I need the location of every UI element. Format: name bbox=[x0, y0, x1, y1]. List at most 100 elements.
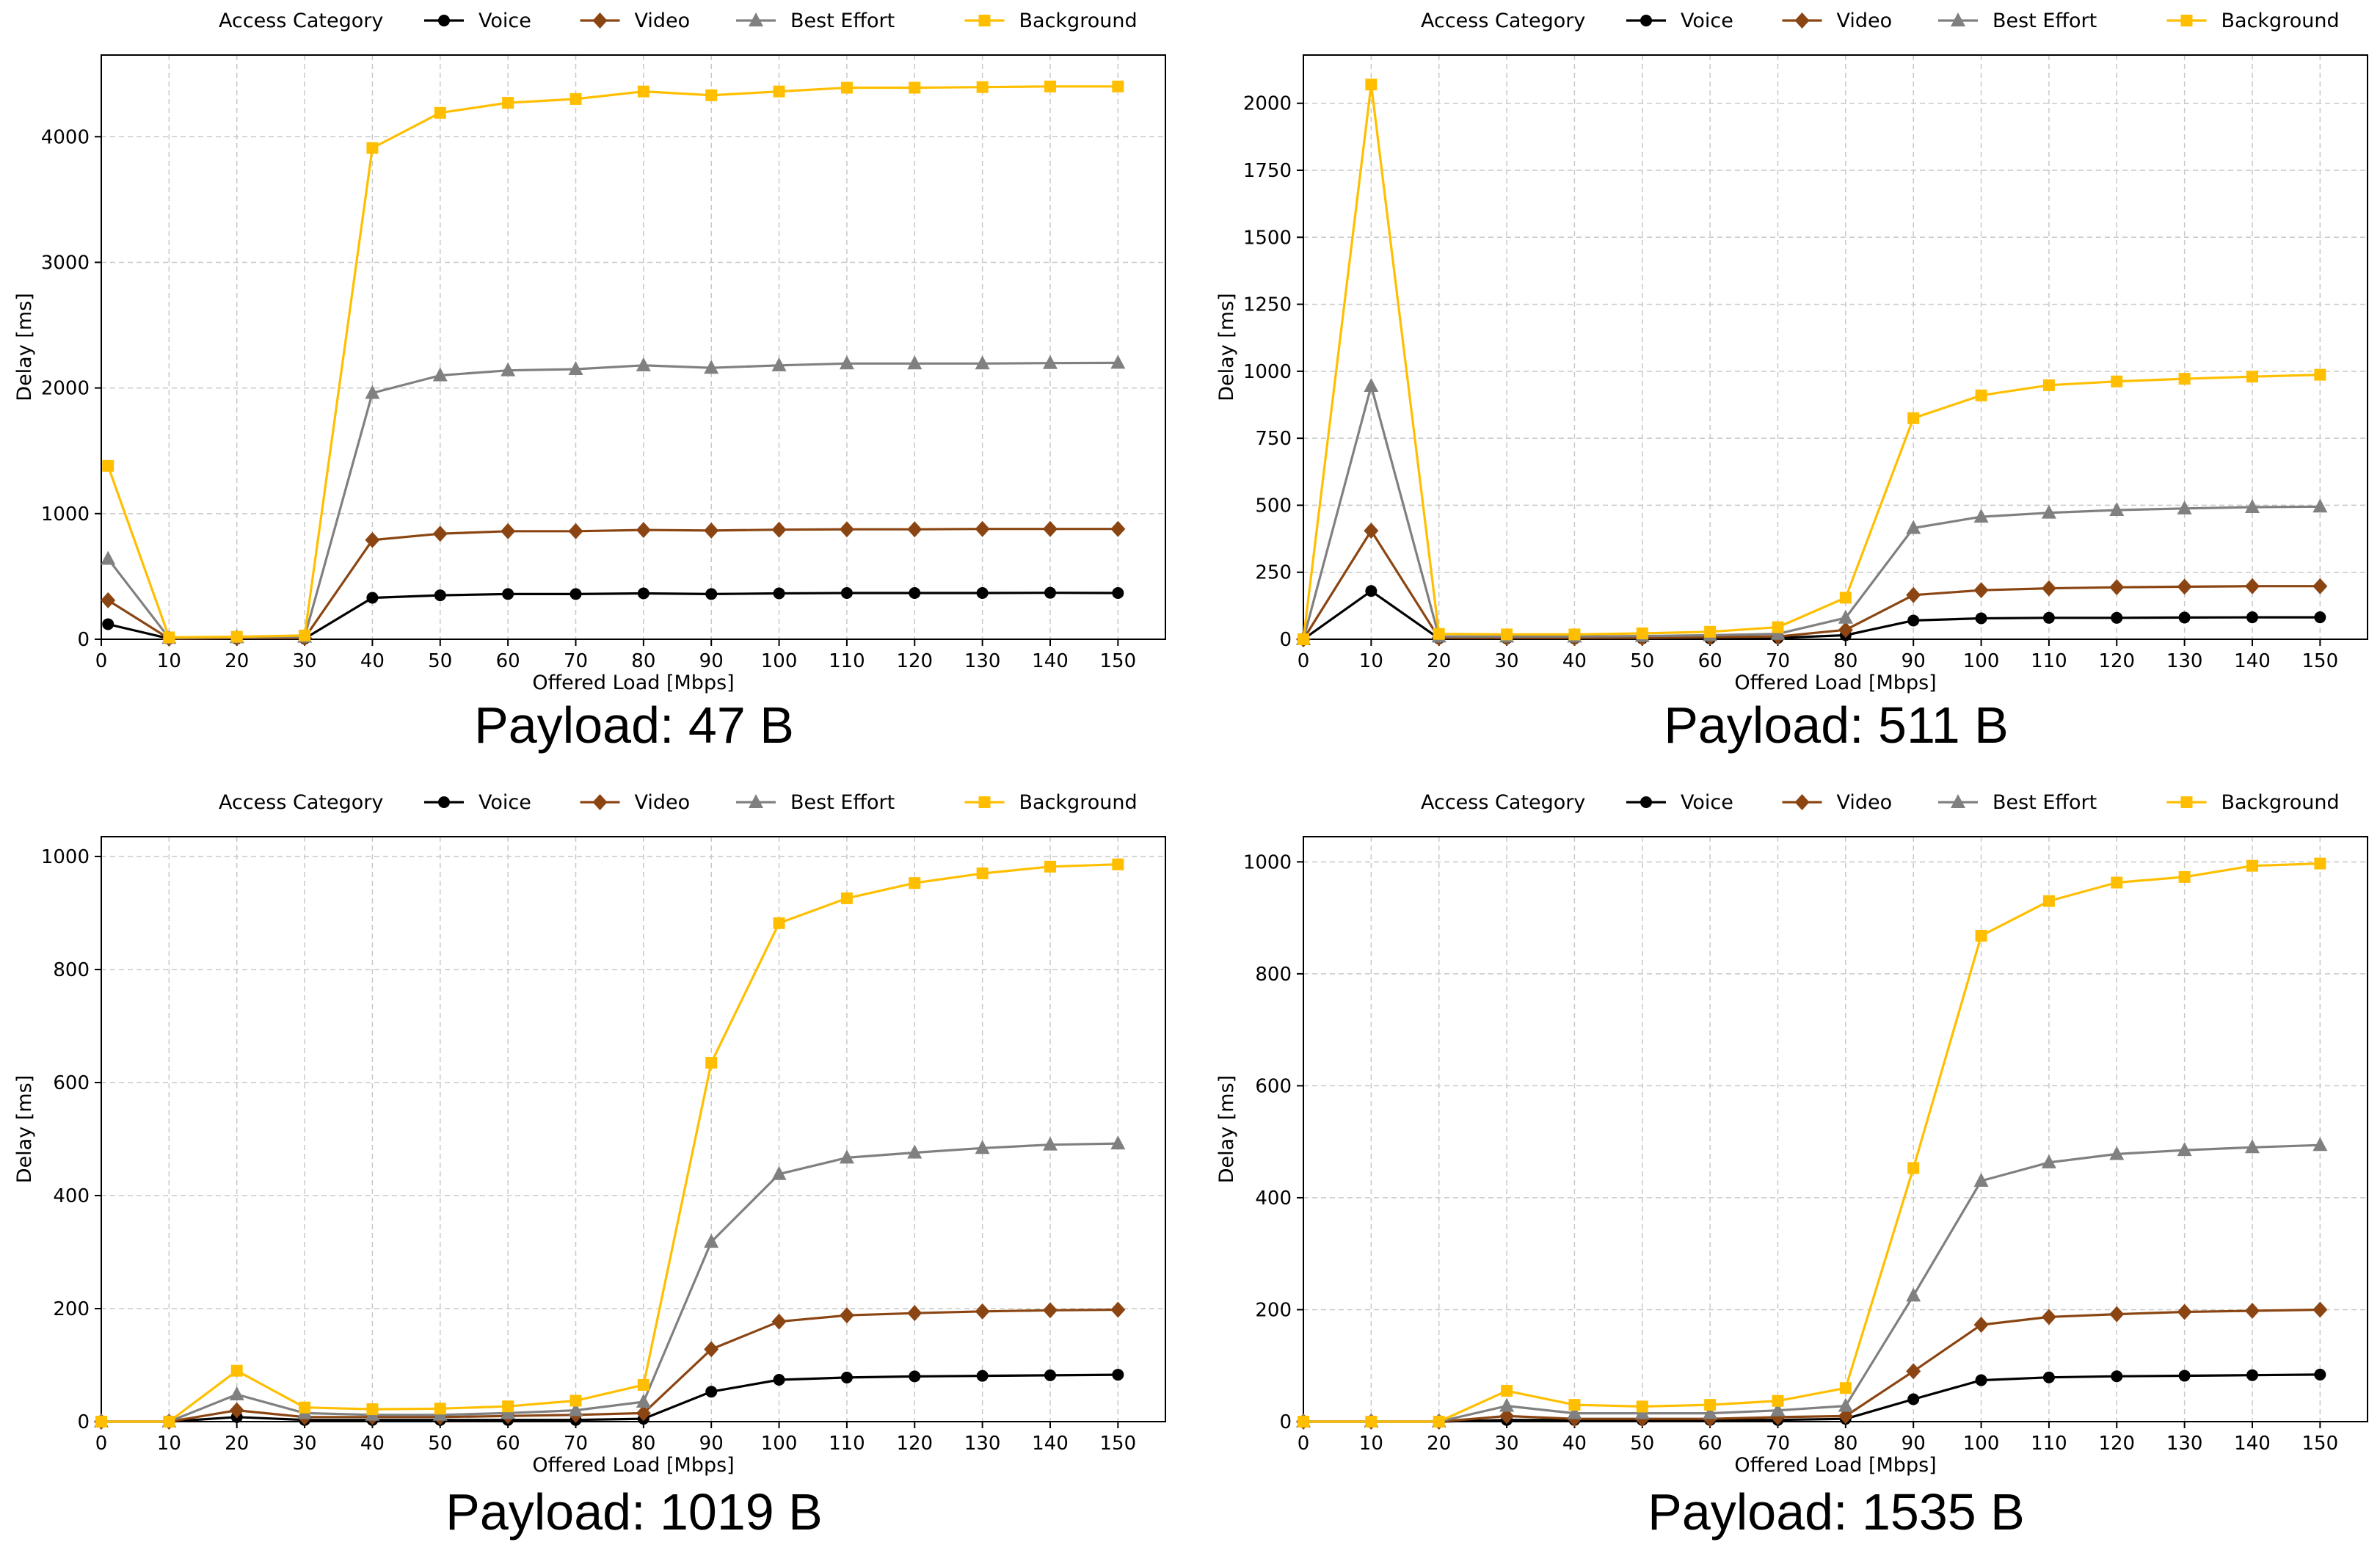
legend-swatch-marker bbox=[1951, 12, 1965, 26]
legend-swatch-marker bbox=[1640, 15, 1652, 26]
data-point bbox=[102, 459, 114, 472]
data-point bbox=[2111, 375, 2123, 388]
legend-title: Access Category bbox=[219, 10, 383, 32]
x-tick-label: 50 bbox=[1630, 650, 1654, 672]
series-best-effort bbox=[1296, 1137, 2328, 1427]
data-point bbox=[704, 1234, 719, 1248]
data-point bbox=[2312, 1301, 2328, 1318]
series-line bbox=[1303, 1373, 2321, 1423]
panel-caption: Payload: 1535 B bbox=[1648, 1483, 2025, 1541]
x-tick-label: 90 bbox=[1902, 650, 1926, 672]
data-point bbox=[366, 142, 379, 154]
legend-entry-label: Voice bbox=[478, 10, 531, 32]
data-point bbox=[2041, 580, 2056, 597]
data-point bbox=[1112, 1369, 1124, 1381]
legend-swatch-marker bbox=[1794, 12, 1810, 29]
x-tick-label: 30 bbox=[293, 1433, 317, 1455]
data-point bbox=[569, 1394, 582, 1407]
data-point bbox=[2244, 1302, 2260, 1319]
data-point bbox=[1973, 1317, 1989, 1334]
y-tick-label: 1250 bbox=[1243, 294, 1292, 316]
data-point bbox=[1973, 1173, 1989, 1188]
data-point bbox=[976, 587, 989, 600]
x-tick-label: 100 bbox=[1963, 1433, 2000, 1455]
data-point bbox=[569, 92, 582, 105]
data-point bbox=[975, 1303, 990, 1320]
data-point bbox=[2177, 500, 2192, 514]
y-tick-label: 800 bbox=[1255, 964, 1292, 986]
data-point bbox=[636, 522, 651, 539]
series-line bbox=[1302, 529, 2321, 640]
data-point bbox=[1973, 582, 1989, 599]
data-point bbox=[909, 877, 921, 890]
data-point bbox=[1772, 621, 1784, 633]
x-tick-label: 130 bbox=[964, 650, 1001, 672]
y-tick-label: 1750 bbox=[1243, 160, 1292, 182]
data-point bbox=[1772, 1394, 1784, 1407]
series-background bbox=[95, 858, 1124, 1427]
legend-title: Access Category bbox=[219, 791, 383, 814]
x-tick-label: 100 bbox=[761, 650, 798, 672]
x-tick-label: 110 bbox=[2031, 650, 2067, 672]
data-point bbox=[773, 587, 785, 600]
legend-swatch-marker bbox=[2180, 15, 2193, 26]
data-point bbox=[2109, 502, 2125, 517]
data-point bbox=[2109, 579, 2125, 596]
series-best-effort bbox=[101, 354, 1126, 644]
series-background bbox=[1298, 857, 2326, 1427]
data-point bbox=[569, 588, 582, 600]
y-tick-label: 400 bbox=[53, 1185, 90, 1207]
y-axis-label: Delay [ms] bbox=[13, 293, 36, 401]
data-point bbox=[771, 357, 787, 371]
data-point bbox=[1364, 377, 1379, 392]
y-axis-label: Delay [ms] bbox=[1215, 1075, 1238, 1183]
data-point bbox=[1044, 80, 1056, 92]
x-tick-label: 20 bbox=[1427, 650, 1451, 672]
data-point bbox=[568, 523, 583, 539]
data-point bbox=[2312, 498, 2328, 513]
x-tick-label: 140 bbox=[2234, 650, 2271, 672]
x-tick-label: 50 bbox=[428, 1433, 452, 1455]
legend-entry-label: Background bbox=[2221, 791, 2340, 814]
data-point bbox=[2244, 1139, 2260, 1154]
legend-entry-label: Best Effort bbox=[790, 10, 895, 32]
panel-caption: Payload: 47 B bbox=[474, 697, 794, 754]
data-point bbox=[839, 1149, 854, 1164]
data-point bbox=[839, 355, 854, 370]
data-point bbox=[1770, 1402, 1786, 1416]
plot-frame bbox=[1303, 54, 2368, 640]
legend-entry-label: Video bbox=[1837, 791, 1893, 814]
data-point bbox=[839, 521, 854, 538]
data-point bbox=[975, 1140, 990, 1154]
x-tick-label: 100 bbox=[761, 1433, 798, 1455]
data-point bbox=[909, 81, 921, 94]
data-point bbox=[1298, 1416, 1309, 1427]
legend-entry-label: Background bbox=[2221, 10, 2340, 32]
data-point bbox=[636, 1405, 651, 1422]
data-point bbox=[1112, 587, 1124, 600]
y-tick-label: 0 bbox=[1279, 629, 1292, 651]
x-tick-label: 90 bbox=[699, 650, 724, 672]
data-point bbox=[1636, 1400, 1648, 1413]
series-video bbox=[94, 1301, 1126, 1430]
data-point bbox=[1906, 1287, 1921, 1302]
data-point bbox=[1042, 520, 1058, 537]
y-tick-label: 0 bbox=[1279, 1411, 1292, 1433]
x-tick-label: 10 bbox=[1359, 650, 1383, 672]
series-line bbox=[106, 361, 1118, 639]
panel-caption: Payload: 511 B bbox=[1664, 697, 2009, 754]
legend: Access Category Voice Video Best Effort Back… bbox=[1421, 791, 2340, 814]
x-tick-label: 150 bbox=[1100, 650, 1137, 672]
y-tick-label: 1500 bbox=[1243, 227, 1292, 249]
legend-swatch-marker bbox=[978, 15, 991, 26]
x-tick-label: 140 bbox=[1032, 1433, 1069, 1455]
data-point bbox=[975, 520, 990, 537]
data-point bbox=[1042, 354, 1058, 369]
data-point bbox=[2177, 1303, 2192, 1320]
x-tick-label: 40 bbox=[360, 650, 385, 672]
data-point bbox=[1906, 586, 1921, 603]
y-axis-label: Delay [ms] bbox=[13, 1075, 36, 1183]
series-line bbox=[1302, 83, 2321, 640]
x-tick-label: 0 bbox=[1298, 1433, 1310, 1455]
x-tick-label: 10 bbox=[1359, 1433, 1383, 1455]
